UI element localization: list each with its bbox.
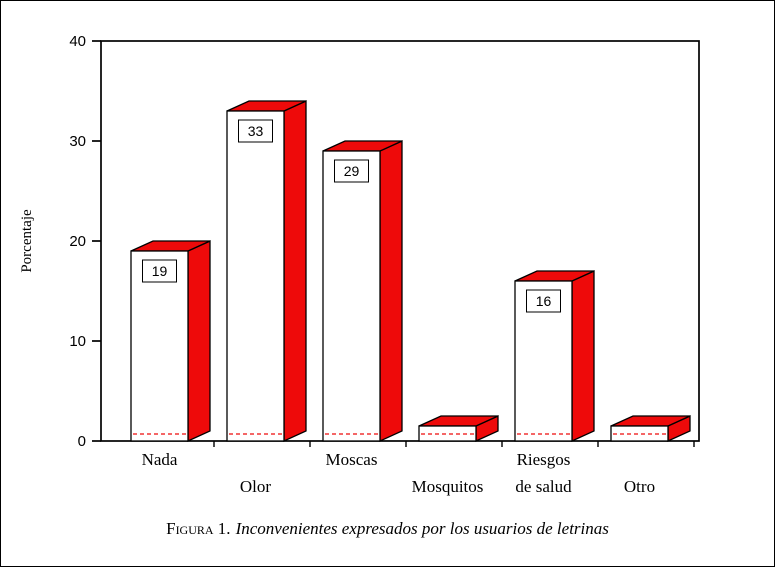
bar-chart: 0 10 20 30 40 Porcentaje 19 Nada 33 Olor 29 Moscas M… — [19, 33, 700, 496]
value-label-box — [238, 119, 273, 143]
value-label: 19 — [152, 263, 168, 279]
bar-side — [379, 139, 403, 443]
category-label: Otro — [624, 477, 655, 496]
bar-front — [130, 250, 189, 442]
bar-side — [571, 269, 595, 443]
bar-front — [226, 110, 285, 442]
category-label: Nada — [142, 450, 178, 469]
value-label: 33 — [248, 123, 264, 139]
value-label-box — [142, 259, 177, 283]
figure-caption: Figura 1. Inconvenientes expresados por l… — [1, 519, 774, 539]
category-label: Riesgos — [517, 450, 571, 469]
caption-label: Figura 1. — [166, 519, 231, 538]
caption-text: Inconvenientes expresados por los usuari… — [235, 519, 609, 538]
category-label: Olor — [240, 477, 272, 496]
bar-side — [187, 239, 211, 443]
y-tick-label: 0 — [78, 433, 86, 450]
bar-front — [610, 425, 669, 442]
category-label: de salud — [515, 477, 572, 496]
y-tick-label: 20 — [69, 233, 86, 250]
y-tick-label: 30 — [69, 133, 86, 150]
bar-front — [322, 150, 381, 442]
value-label: 29 — [344, 163, 360, 179]
y-axis-title: Porcentaje — [19, 209, 35, 273]
category-label: Mosquitos — [412, 477, 484, 496]
category-label: Moscas — [326, 450, 378, 469]
value-label-box — [334, 159, 369, 183]
bar-front — [418, 425, 477, 442]
y-tick-label: 40 — [69, 33, 86, 50]
value-label: 16 — [536, 293, 552, 309]
bar-side — [283, 99, 307, 443]
value-label-box — [526, 289, 561, 313]
y-tick-label: 10 — [69, 333, 86, 350]
